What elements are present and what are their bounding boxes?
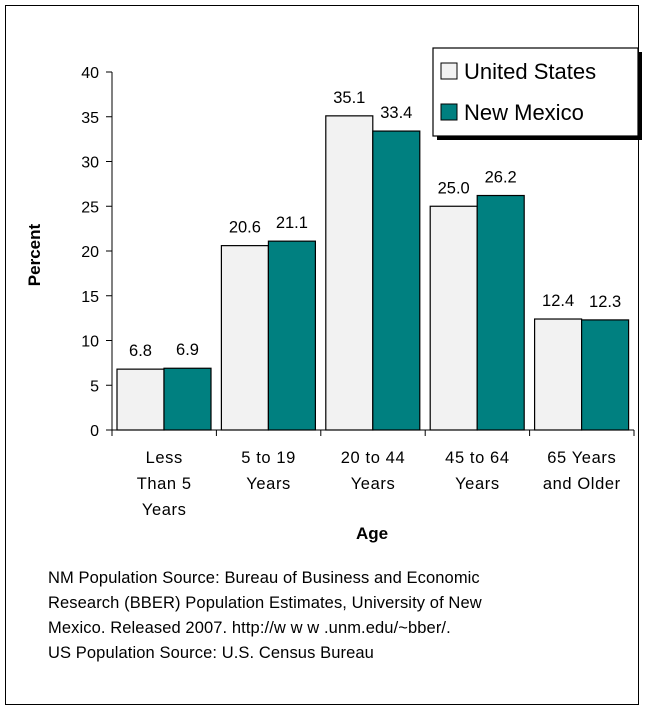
x-tick-label: Years <box>142 501 187 519</box>
source-line: Mexico. Released 2007. http://w w w .unm… <box>48 619 451 637</box>
data-label: 33.4 <box>380 104 412 122</box>
data-label: 12.4 <box>542 292 574 310</box>
y-tick-label: 5 <box>90 378 99 395</box>
data-label: 26.2 <box>485 169 517 187</box>
x-tick-label: Years <box>246 475 291 493</box>
bar <box>372 130 421 431</box>
bar-chart: 0 5 10 15 20 25 30 35 40 Less Than 5 Years 5 to 19 Y… <box>25 47 642 543</box>
y-tick-label: 30 <box>81 155 99 172</box>
bar <box>220 245 269 431</box>
bar <box>325 115 374 431</box>
x-axis-title: Age <box>356 524 388 543</box>
y-tick-label: 10 <box>81 334 99 351</box>
chart-labels: Less Than 5 Years 5 to 19 Years 20 to 44 Years… <box>25 89 621 543</box>
bar <box>267 240 316 431</box>
data-label: 12.3 <box>589 293 621 311</box>
y-tick-label: 35 <box>81 110 99 127</box>
legend-swatch <box>440 62 458 80</box>
y-axis-title: Percent <box>25 223 44 286</box>
bar <box>429 205 478 431</box>
bar <box>580 319 630 431</box>
source-line: US Population Source: U.S. Census Bureau <box>48 644 374 662</box>
chart-legend: United States New Mexico <box>432 47 642 140</box>
data-label: 25.0 <box>438 179 470 197</box>
x-tick-label: Years <box>351 475 396 493</box>
x-tick-label: 5 to 19 <box>241 449 296 467</box>
data-label: 6.9 <box>176 341 199 359</box>
y-tick-label: 15 <box>81 289 99 306</box>
x-tick-label: 45 to 64 <box>445 449 509 467</box>
legend-label: United States <box>464 59 596 84</box>
legend-swatch <box>440 103 458 121</box>
y-tick-label: 40 <box>81 65 99 82</box>
data-label: 35.1 <box>333 89 365 107</box>
chart-bars <box>116 115 630 431</box>
x-tick-label: Than 5 <box>137 475 192 493</box>
x-tick-label: Years <box>455 475 500 493</box>
legend-box <box>432 47 639 137</box>
source-note: NM Population Source: Bureau of Business… <box>48 566 628 666</box>
chart-frame <box>5 5 639 705</box>
x-tick-label: Less <box>146 449 183 467</box>
bar <box>533 318 583 431</box>
source-line: Research (BBER) Population Estimates, Un… <box>48 594 482 612</box>
data-label: 21.1 <box>276 214 308 232</box>
legend-label: New Mexico <box>464 100 584 125</box>
data-label: 6.8 <box>129 342 152 360</box>
y-tick-label: 0 <box>90 423 99 440</box>
x-tick-label: 65 Years <box>547 449 616 467</box>
source-line: NM Population Source: Bureau of Business… <box>48 569 480 587</box>
y-tick-label: 25 <box>81 199 99 216</box>
x-tick-label: 20 to 44 <box>341 449 405 467</box>
bar <box>476 194 525 431</box>
bar <box>163 367 212 431</box>
bar <box>116 368 165 431</box>
x-tick-label: and Older <box>543 475 621 493</box>
y-tick-label: 20 <box>81 244 99 261</box>
data-label: 20.6 <box>229 219 261 237</box>
